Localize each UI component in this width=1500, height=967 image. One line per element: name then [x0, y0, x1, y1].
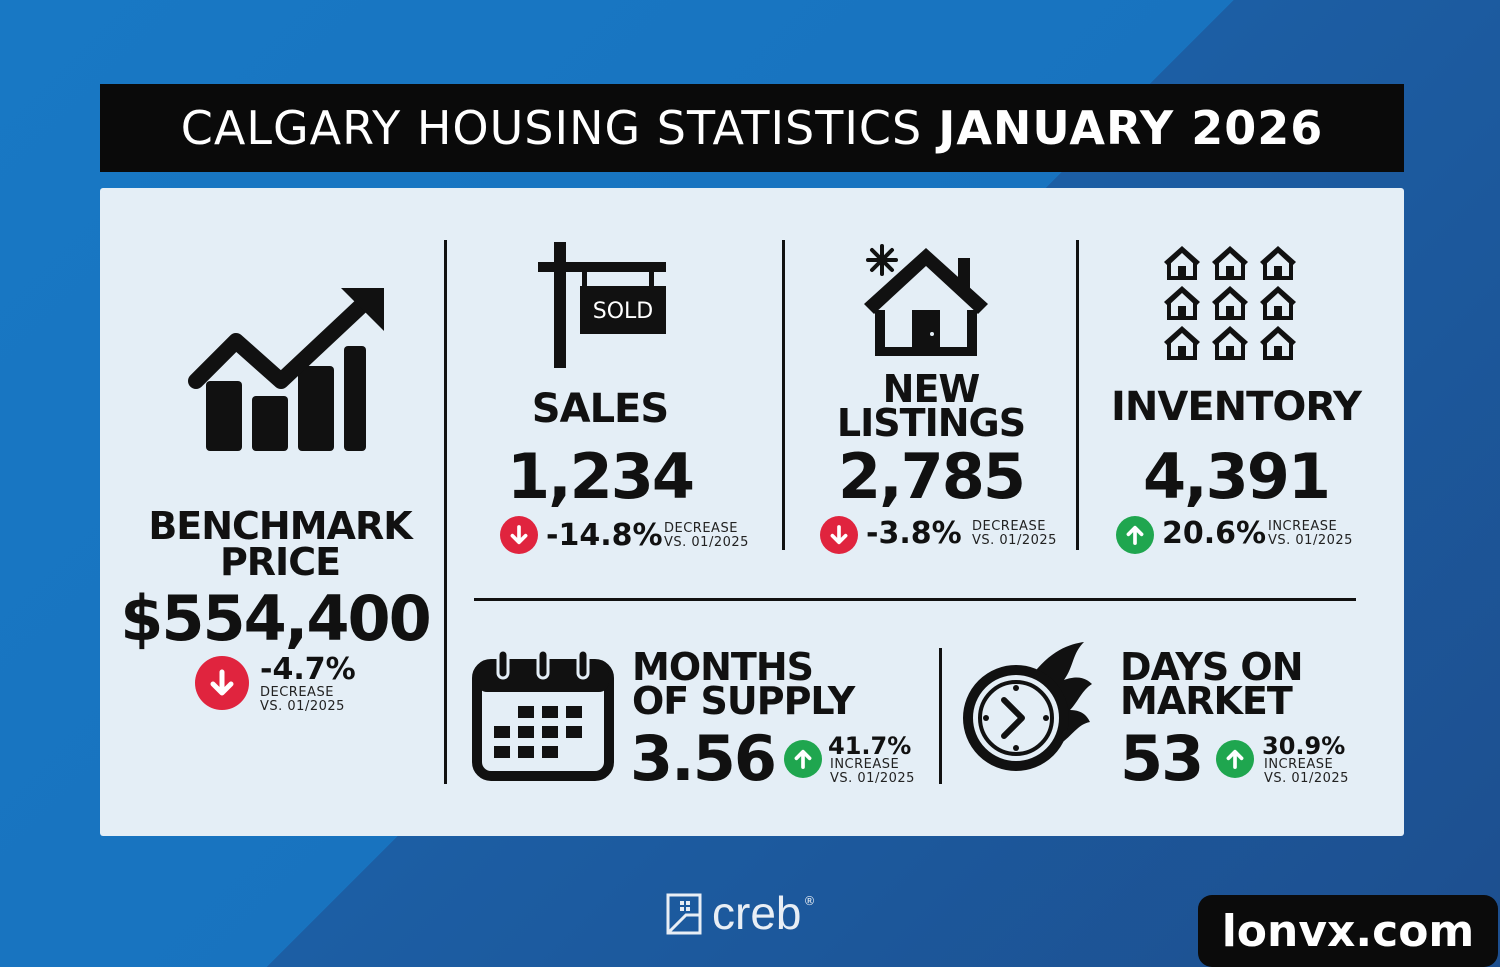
- divider-vertical: [1076, 240, 1079, 550]
- new-listings-change-note: DECREASE VS. 01/2025: [972, 520, 1057, 548]
- increase-arrow-icon: [1216, 740, 1254, 778]
- days-market-change-note: INCREASE VS. 01/2025: [1264, 758, 1349, 786]
- new-listings-compare: VS. 01/2025: [972, 533, 1057, 548]
- months-supply-change-note: INCREASE VS. 01/2025: [830, 758, 915, 786]
- creb-building-icon: [666, 893, 702, 935]
- sales-compare: VS. 01/2025: [664, 535, 749, 550]
- days-market-label: DAYS ON MARKET: [1120, 645, 1380, 723]
- benchmark-change-note: DECREASE VS. 01/2025: [260, 686, 345, 714]
- days-market-label-line1: DAYS ON: [1120, 645, 1304, 689]
- months-supply-label-line2: OF SUPPLY: [632, 679, 855, 723]
- months-supply-direction: INCREASE: [830, 757, 900, 772]
- sales-change: -14.8%: [546, 518, 663, 553]
- benchmark-value: $554,400: [120, 582, 432, 655]
- houses-grid-icon: [1162, 244, 1298, 360]
- sales-direction: DECREASE: [664, 521, 738, 536]
- decrease-arrow-icon: [500, 516, 538, 554]
- registered-mark: ®: [803, 894, 816, 908]
- days-market-direction: INCREASE: [1264, 757, 1334, 772]
- divider-vertical: [782, 240, 785, 550]
- months-supply-label-line1: MONTHS: [632, 645, 814, 689]
- page-title: CALGARY HOUSING STATISTICS JANUARY 2026: [100, 84, 1404, 172]
- decrease-arrow-icon: [195, 656, 249, 710]
- inventory-direction: INCREASE: [1268, 519, 1338, 534]
- sales-change-note: DECREASE VS. 01/2025: [664, 522, 749, 550]
- new-listings-direction: DECREASE: [972, 519, 1046, 534]
- new-listings-label: NEW LISTINGS: [786, 367, 1076, 445]
- inventory-compare: VS. 01/2025: [1268, 533, 1353, 548]
- divider-vertical: [939, 648, 942, 784]
- inventory-change-note: INCREASE VS. 01/2025: [1268, 520, 1353, 548]
- divider-horizontal: [474, 598, 1356, 601]
- months-supply-change: 41.7%: [828, 732, 912, 760]
- creb-logo: creb ®: [666, 886, 815, 940]
- months-supply-compare: VS. 01/2025: [830, 771, 915, 786]
- sold-sign-icon: SOLD: [538, 242, 666, 368]
- increase-arrow-icon: [1116, 516, 1154, 554]
- new-house-icon: [864, 244, 988, 356]
- decrease-arrow-icon: [820, 516, 858, 554]
- sold-sign-text: SOLD: [593, 299, 653, 324]
- new-listings-value: 2,785: [837, 440, 1026, 513]
- new-listings-change: -3.8%: [866, 516, 962, 551]
- benchmark-change: -4.7%: [260, 652, 356, 687]
- rising-chart-icon: [188, 288, 384, 451]
- title-text: CALGARY HOUSING STATISTICS: [180, 101, 923, 155]
- days-market-label-line2: MARKET: [1120, 679, 1293, 723]
- fast-clock-icon: [963, 642, 1092, 771]
- months-supply-value: 3.56: [630, 722, 777, 795]
- benchmark-label-line2: PRICE: [219, 540, 341, 584]
- increase-arrow-icon: [784, 740, 822, 778]
- days-market-change: 30.9%: [1262, 732, 1346, 760]
- days-market-compare: VS. 01/2025: [1264, 771, 1349, 786]
- benchmark-label: BENCHMARK PRICE: [120, 504, 440, 584]
- new-listings-label-line2: LISTINGS: [836, 401, 1026, 445]
- benchmark-direction: DECREASE: [260, 685, 334, 700]
- divider-vertical: [444, 240, 447, 784]
- benchmark-label-line1: BENCHMARK: [148, 504, 412, 548]
- benchmark-compare: VS. 01/2025: [260, 699, 345, 714]
- new-listings-label-line1: NEW: [882, 367, 981, 411]
- days-market-value: 53: [1120, 722, 1204, 795]
- sales-value: 1,234: [506, 440, 695, 513]
- inventory-change: 20.6%: [1162, 516, 1267, 551]
- sales-label: SALES: [531, 386, 669, 432]
- title-date: JANUARY 2026: [938, 101, 1324, 155]
- months-supply-label: MONTHS OF SUPPLY: [632, 645, 882, 723]
- inventory-label: INVENTORY: [1111, 384, 1362, 430]
- watermark: lonvx.com: [1198, 895, 1498, 967]
- calendar-icon: [472, 650, 614, 781]
- creb-wordmark: creb: [712, 887, 802, 939]
- inventory-value: 4,391: [1142, 440, 1331, 513]
